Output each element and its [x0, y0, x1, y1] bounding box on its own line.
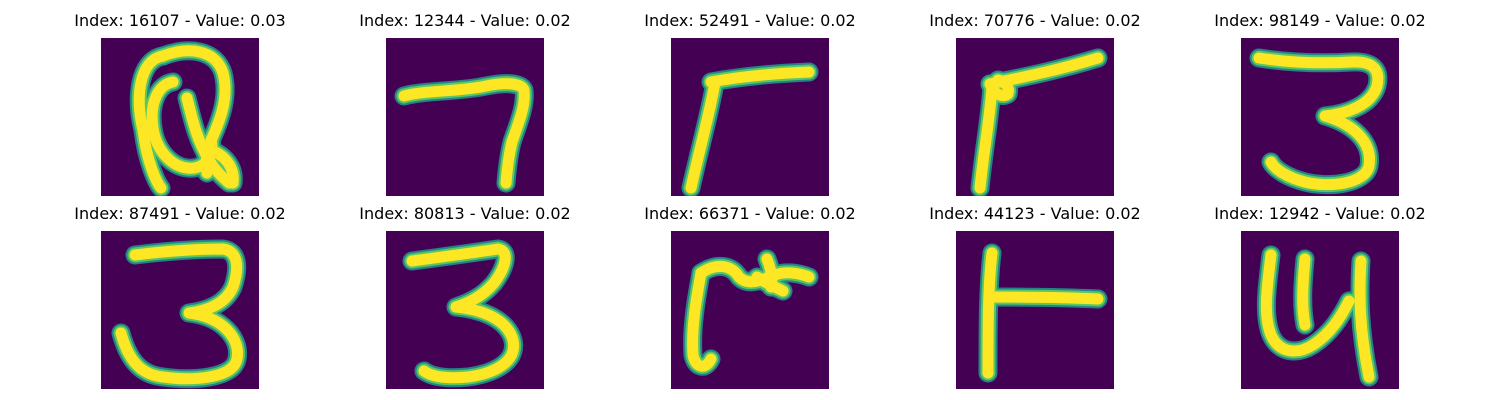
panel-title-5: Index: 98149 - Value: 0.02 — [1190, 10, 1450, 32]
panel-title-3: Index: 52491 - Value: 0.02 — [620, 10, 880, 32]
handwritten-glyph-image-5 — [1241, 38, 1399, 196]
handwritten-glyph-image-8 — [671, 231, 829, 389]
image-panel-9: Index: 44123 - Value: 0.02 — [905, 203, 1165, 389]
panel-title-8: Index: 66371 - Value: 0.02 — [620, 203, 880, 225]
handwritten-glyph-image-1 — [101, 38, 259, 196]
image-panel-3: Index: 52491 - Value: 0.02 — [620, 10, 880, 196]
image-panel-5: Index: 98149 - Value: 0.02 — [1190, 10, 1450, 196]
panel-title-4: Index: 70776 - Value: 0.02 — [905, 10, 1165, 32]
panel-title-7: Index: 80813 - Value: 0.02 — [335, 203, 595, 225]
panel-title-9: Index: 44123 - Value: 0.02 — [905, 203, 1165, 225]
panel-title-10: Index: 12942 - Value: 0.02 — [1190, 203, 1450, 225]
handwritten-glyph-image-6 — [101, 231, 259, 389]
image-panel-6: Index: 87491 - Value: 0.02 — [50, 203, 310, 389]
handwritten-glyph-image-2 — [386, 38, 544, 196]
handwritten-glyph-image-3 — [671, 38, 829, 196]
handwritten-glyph-image-9 — [956, 231, 1114, 389]
image-panel-4: Index: 70776 - Value: 0.02 — [905, 10, 1165, 196]
handwritten-glyph-image-10 — [1241, 231, 1399, 389]
panel-title-1: Index: 16107 - Value: 0.03 — [50, 10, 310, 32]
panel-title-2: Index: 12344 - Value: 0.02 — [335, 10, 595, 32]
panel-title-6: Index: 87491 - Value: 0.02 — [50, 203, 310, 225]
handwritten-glyph-image-4 — [956, 38, 1114, 196]
image-panel-7: Index: 80813 - Value: 0.02 — [335, 203, 595, 389]
image-panel-2: Index: 12344 - Value: 0.02 — [335, 10, 595, 196]
image-panel-1: Index: 16107 - Value: 0.03 — [50, 10, 310, 196]
image-panel-8: Index: 66371 - Value: 0.02 — [620, 203, 880, 389]
image-panel-10: Index: 12942 - Value: 0.02 — [1190, 203, 1450, 389]
handwritten-glyph-image-7 — [386, 231, 544, 389]
